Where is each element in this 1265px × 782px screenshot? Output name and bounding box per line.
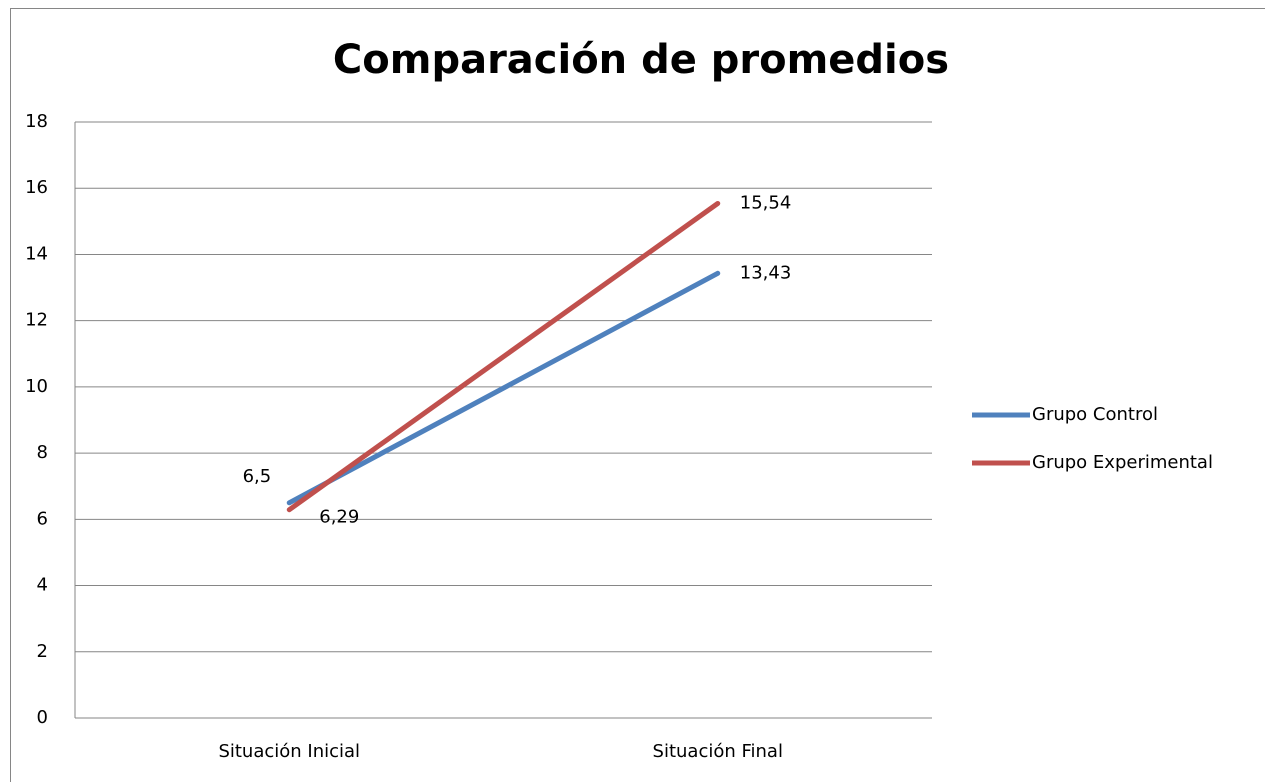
x-tick-label: Situación Inicial [218, 741, 360, 762]
y-tick-label: 10 [25, 376, 48, 397]
y-tick-label: 6 [37, 508, 48, 529]
y-tick-label: 16 [25, 177, 48, 198]
line-series [286, 200, 721, 513]
y-tick-label: 2 [37, 641, 48, 662]
y-tick-label: 8 [37, 442, 48, 463]
data-label: 15,54 [740, 192, 792, 213]
chart-border [10, 8, 1265, 782]
legend-label: Grupo Control [1032, 404, 1158, 425]
line-series [286, 270, 721, 506]
chart-title: Comparación de promedios [333, 37, 949, 83]
data-label: 6,29 [319, 507, 359, 528]
data-label: 6,5 [243, 466, 272, 487]
data-label: 13,43 [740, 262, 792, 283]
legend-label: Grupo Experimental [1032, 452, 1213, 473]
y-tick-label: 0 [37, 707, 48, 728]
y-tick-label: 12 [25, 310, 48, 331]
y-tick-label: 18 [25, 111, 48, 132]
y-tick-label: 14 [25, 243, 48, 264]
x-tick-label: Situación Final [653, 741, 783, 762]
y-tick-label: 4 [37, 575, 48, 596]
